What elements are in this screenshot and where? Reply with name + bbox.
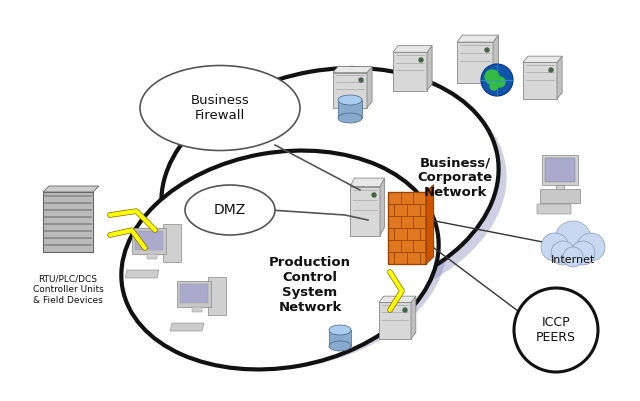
Circle shape xyxy=(514,288,598,372)
Text: Production
Control
System
Network: Production Control System Network xyxy=(269,256,351,314)
Circle shape xyxy=(403,308,407,312)
Polygon shape xyxy=(411,296,416,339)
Polygon shape xyxy=(170,323,204,331)
Bar xyxy=(132,228,166,254)
Bar xyxy=(43,192,93,252)
Text: DMZ: DMZ xyxy=(214,203,246,217)
Ellipse shape xyxy=(338,113,362,123)
Polygon shape xyxy=(393,46,432,52)
Polygon shape xyxy=(43,186,99,192)
Text: Business/
Corporate
Network: Business/ Corporate Network xyxy=(417,156,493,200)
Circle shape xyxy=(485,70,499,84)
Ellipse shape xyxy=(170,76,507,310)
Ellipse shape xyxy=(329,341,351,351)
Polygon shape xyxy=(457,35,499,42)
Bar xyxy=(329,330,351,346)
Bar xyxy=(333,73,367,107)
Bar xyxy=(457,42,493,83)
Bar xyxy=(556,185,564,191)
Circle shape xyxy=(419,58,423,62)
Ellipse shape xyxy=(140,65,300,150)
Text: Internet: Internet xyxy=(551,255,595,265)
Text: RTU/PLC/DCS
Controller Units
& Field Devices: RTU/PLC/DCS Controller Units & Field Dev… xyxy=(33,275,104,305)
Polygon shape xyxy=(427,46,432,91)
Circle shape xyxy=(577,233,605,261)
Polygon shape xyxy=(350,178,385,186)
Bar xyxy=(180,284,208,303)
Polygon shape xyxy=(493,35,499,83)
Bar xyxy=(388,192,426,264)
Circle shape xyxy=(359,78,363,82)
Bar xyxy=(542,155,578,185)
Ellipse shape xyxy=(122,150,438,369)
Circle shape xyxy=(495,77,505,87)
Circle shape xyxy=(563,247,583,267)
Ellipse shape xyxy=(329,325,351,335)
Bar xyxy=(192,307,202,312)
Ellipse shape xyxy=(129,156,447,370)
Bar xyxy=(147,254,157,259)
Ellipse shape xyxy=(338,95,362,105)
Bar xyxy=(350,186,380,235)
Ellipse shape xyxy=(161,68,499,302)
Ellipse shape xyxy=(185,185,275,235)
Polygon shape xyxy=(523,56,562,63)
Circle shape xyxy=(481,64,513,96)
Polygon shape xyxy=(557,56,562,99)
Bar xyxy=(163,224,181,262)
Bar xyxy=(540,189,580,203)
Polygon shape xyxy=(426,185,434,264)
Bar xyxy=(177,281,211,307)
Bar xyxy=(338,100,362,118)
Circle shape xyxy=(485,48,489,52)
Polygon shape xyxy=(333,67,372,73)
Circle shape xyxy=(571,241,595,265)
Bar xyxy=(379,302,411,339)
Polygon shape xyxy=(380,178,385,235)
Circle shape xyxy=(541,233,569,261)
Circle shape xyxy=(555,221,591,257)
Polygon shape xyxy=(367,67,372,107)
Text: Business
Firewall: Business Firewall xyxy=(191,94,250,122)
Bar xyxy=(545,158,575,182)
Bar xyxy=(135,231,163,250)
Circle shape xyxy=(372,193,376,197)
Polygon shape xyxy=(379,296,416,302)
Circle shape xyxy=(549,68,553,72)
Bar xyxy=(208,277,226,315)
Bar xyxy=(523,63,557,99)
Text: ICCP
PEERS: ICCP PEERS xyxy=(536,316,576,344)
Circle shape xyxy=(551,241,575,265)
FancyBboxPatch shape xyxy=(537,204,571,214)
Bar xyxy=(393,52,427,91)
Circle shape xyxy=(490,82,498,90)
Polygon shape xyxy=(125,270,159,278)
